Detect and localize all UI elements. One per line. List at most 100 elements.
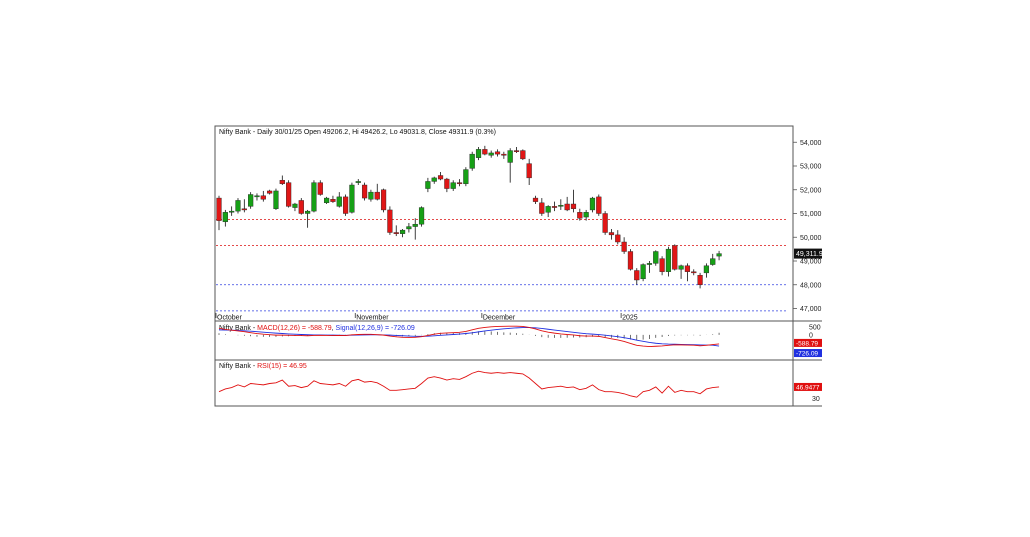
candle — [545, 205, 551, 218]
candle-body — [412, 223, 418, 227]
rsi-series-title: RSI(15) = 46.95 — [257, 363, 307, 370]
candle — [368, 189, 374, 202]
candle-body — [482, 149, 488, 155]
candle — [482, 145, 488, 156]
candle — [634, 268, 640, 285]
candle-body — [583, 212, 589, 218]
candle-body — [222, 212, 228, 223]
candle — [646, 261, 653, 273]
candle — [716, 250, 722, 261]
candle-body — [646, 263, 653, 265]
price-tick-label: 47,000 — [800, 306, 822, 313]
signal-series-title: Signal(12,26,9) = -726.09 — [336, 325, 415, 332]
candle-body — [450, 182, 456, 189]
candle — [324, 196, 330, 204]
candle-body — [526, 163, 532, 179]
candle-body — [697, 275, 703, 285]
candle-body — [602, 213, 608, 233]
candle-body — [703, 265, 710, 274]
candle — [526, 158, 532, 185]
candle — [691, 269, 697, 276]
candle-body — [399, 229, 406, 234]
candle-body — [355, 181, 361, 183]
candle — [317, 180, 323, 196]
last-price-label: 49,311.9 — [796, 251, 823, 258]
candle-body — [501, 153, 507, 156]
rsi-panel-title: Nifty Bank - RSI(15) = 46.95 — [219, 363, 307, 370]
candle-body — [520, 150, 526, 160]
candle — [558, 199, 564, 210]
candle — [703, 263, 710, 278]
candle — [532, 195, 539, 204]
candle — [583, 209, 589, 221]
candle — [292, 202, 298, 212]
candle-body — [305, 210, 311, 214]
candle — [406, 223, 412, 233]
rsi-value-box — [794, 382, 822, 391]
candle — [608, 228, 615, 240]
candle-body — [596, 196, 602, 214]
candle — [380, 188, 387, 213]
candle — [286, 180, 292, 208]
candle-body — [684, 265, 691, 272]
signal-line — [218, 327, 720, 347]
price-tick-label: 52,000 — [800, 187, 822, 194]
candle — [399, 228, 406, 238]
rsi-line — [218, 370, 720, 398]
candle — [475, 147, 482, 161]
reference-lines — [216, 219, 788, 312]
candle-body — [678, 265, 684, 270]
candle — [621, 237, 627, 254]
candle-body — [463, 169, 469, 185]
candle-body — [343, 196, 349, 214]
candle-body — [710, 258, 716, 265]
candle — [577, 208, 583, 221]
macd-tick-label: 500 — [809, 325, 821, 332]
price-panel-title: Nifty Bank - Daily 30/01/25 Open 49206.2… — [219, 129, 496, 136]
candle — [520, 149, 526, 161]
candle — [349, 182, 355, 214]
candle-body — [513, 150, 520, 152]
candle-body — [349, 184, 355, 213]
candle-body — [621, 241, 627, 252]
candle — [456, 179, 463, 187]
price-tick-label: 53,000 — [800, 164, 822, 171]
candle — [248, 192, 254, 209]
candle — [602, 211, 608, 235]
candle-body — [659, 258, 665, 272]
candle-body — [437, 175, 444, 180]
macd-panel-title: Nifty Bank - MACD(12,26) = -588.79, Sign… — [219, 325, 415, 332]
candle-body — [488, 152, 494, 156]
candle — [267, 189, 273, 195]
candle — [279, 175, 285, 185]
candle — [494, 149, 501, 157]
candle — [501, 151, 507, 159]
candle — [355, 179, 361, 185]
candle-body — [387, 209, 393, 233]
candle-body — [551, 206, 558, 208]
candle-body — [627, 251, 634, 270]
candle — [254, 193, 260, 201]
candle — [330, 195, 336, 203]
candle — [640, 263, 646, 282]
date-tick-label: October — [217, 315, 243, 322]
candle — [437, 171, 444, 181]
candle — [551, 201, 558, 212]
candle — [216, 195, 222, 231]
price-tick-label: 54,000 — [800, 140, 822, 147]
candle-body — [665, 248, 672, 272]
macd-title-prefix: Nifty Bank - — [219, 325, 257, 332]
candle-body — [330, 199, 336, 202]
chart-frame — [214, 125, 794, 407]
candle — [229, 206, 235, 216]
candle — [235, 198, 241, 214]
date-tick-label: December — [483, 315, 516, 322]
candle-body — [589, 197, 596, 211]
candle-body — [640, 264, 646, 280]
candle-body — [608, 232, 615, 236]
candle — [615, 230, 621, 245]
candle-body — [406, 226, 412, 230]
price-tick-label: 51,000 — [800, 211, 822, 218]
candle-body — [273, 190, 279, 209]
